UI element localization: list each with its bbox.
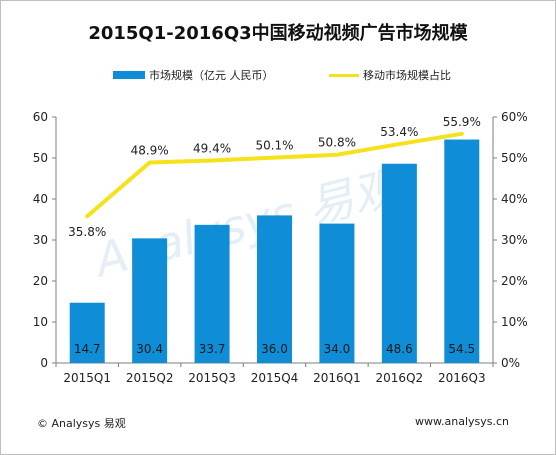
share-value-label: 50.1% bbox=[255, 139, 293, 153]
legend-label-mobile-share: 移动市场规模占比 bbox=[363, 69, 451, 82]
share-value-label: 48.9% bbox=[131, 144, 169, 158]
share-point bbox=[335, 153, 339, 157]
bar-value-label: 48.6 bbox=[386, 342, 413, 356]
y-left-tick-label: 20 bbox=[33, 274, 48, 288]
y-right-tick-label: 30% bbox=[501, 233, 528, 247]
share-point bbox=[460, 132, 464, 136]
bar bbox=[319, 223, 355, 363]
y-right-tick-label: 10% bbox=[501, 315, 528, 329]
share-value-label: 49.4% bbox=[193, 141, 231, 155]
y-right-tick-label: 40% bbox=[501, 192, 528, 206]
y-left-tick-label: 50 bbox=[33, 151, 48, 165]
footer-copyright: © Analysys 易观 bbox=[37, 417, 126, 430]
share-point bbox=[210, 158, 214, 162]
share-value-label: 50.8% bbox=[318, 136, 356, 150]
legend-item-mobile-share: 移动市场规模占比 bbox=[329, 67, 451, 83]
bar bbox=[132, 238, 168, 363]
bar-value-label: 30.4 bbox=[136, 342, 163, 356]
share-value-label: 55.9% bbox=[443, 115, 481, 129]
legend-swatch-line bbox=[329, 73, 359, 77]
y-left-tick-label: 40 bbox=[33, 192, 48, 206]
bar bbox=[257, 215, 292, 363]
x-tick-label: 2015Q1 bbox=[63, 371, 111, 385]
x-tick-label: 2016Q3 bbox=[438, 371, 486, 385]
x-tick-label: 2015Q2 bbox=[126, 371, 174, 385]
share-point bbox=[273, 156, 276, 160]
bar bbox=[444, 139, 480, 363]
bar-value-label: 14.7 bbox=[74, 342, 101, 356]
legend-item-market-size: 市场规模（亿元 人民币） bbox=[113, 67, 274, 83]
y-left-tick-label: 30 bbox=[33, 233, 48, 247]
legend-swatch-bar bbox=[113, 71, 145, 79]
x-tick-label: 2015Q4 bbox=[251, 371, 299, 385]
bar-value-label: 54.5 bbox=[448, 342, 475, 356]
share-point bbox=[148, 161, 152, 165]
y-right-tick-label: 50% bbox=[501, 151, 528, 165]
legend-label-market-size: 市场规模（亿元 人民币） bbox=[149, 69, 274, 82]
share-point bbox=[397, 142, 401, 146]
footer-url: www.analysys.cn bbox=[415, 415, 509, 428]
bar-value-label: 36.0 bbox=[261, 342, 288, 356]
y-left-tick-label: 0 bbox=[40, 356, 48, 370]
y-left-tick-label: 10 bbox=[33, 315, 48, 329]
bar-value-label: 33.7 bbox=[199, 342, 226, 356]
bar bbox=[69, 302, 105, 363]
share-value-label: 53.4% bbox=[380, 125, 418, 139]
legend: 市场规模（亿元 人民币） 移动市场规模占比 bbox=[1, 67, 555, 83]
y-left-tick-label: 60 bbox=[33, 110, 48, 124]
share-point bbox=[85, 214, 89, 218]
chart-title: 2015Q1-2016Q3中国移动视频广告市场规模 bbox=[88, 23, 468, 44]
bar bbox=[381, 163, 417, 363]
x-tick-label: 2016Q2 bbox=[376, 371, 424, 385]
x-tick-label: 2016Q1 bbox=[313, 371, 361, 385]
y-right-tick-label: 0% bbox=[501, 356, 520, 370]
x-tick-label: 2015Q3 bbox=[188, 371, 236, 385]
share-value-label: 35.8% bbox=[68, 225, 106, 239]
bar bbox=[194, 224, 230, 363]
y-right-tick-label: 60% bbox=[501, 110, 528, 124]
y-right-tick-label: 20% bbox=[501, 274, 528, 288]
bar-value-label: 34.0 bbox=[324, 342, 351, 356]
